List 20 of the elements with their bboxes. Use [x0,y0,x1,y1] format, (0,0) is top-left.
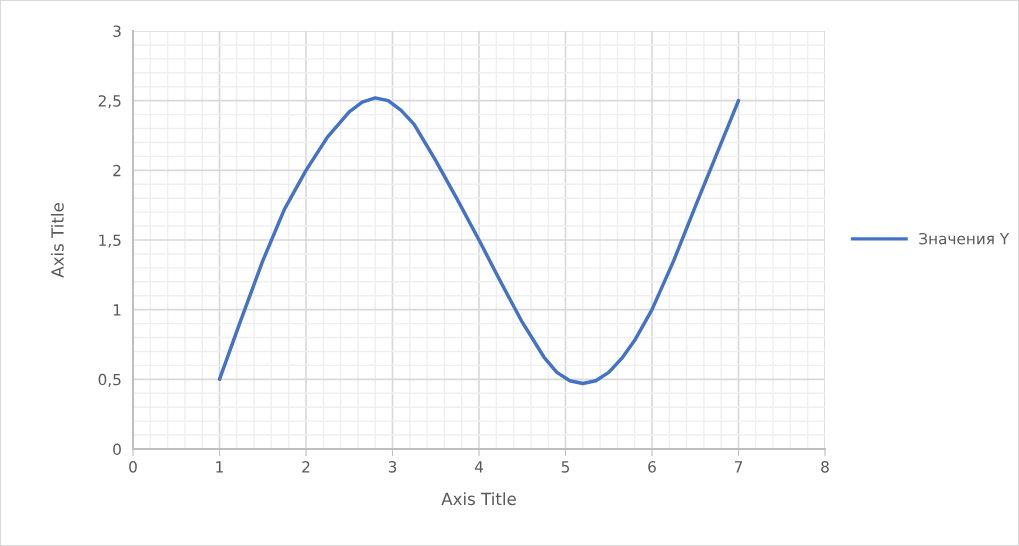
y-tick-label: 2 [113,164,121,177]
x-tick-label: 1 [216,461,223,473]
y-tick-label: 2,5 [98,95,121,109]
x-tick-label: 8 [821,461,829,473]
x-tick-label: 4 [474,461,483,473]
y-tick-label: 1,5 [99,234,121,248]
x-axis-title: Axis Title [441,492,516,506]
x-tick-label: 6 [648,461,656,473]
legend-label: Значения Y [919,232,1010,245]
y-tick-label: 3 [113,25,121,38]
x-tick-label: 3 [388,461,397,473]
x-tick-label: 7 [734,461,743,473]
y-tick-label: 1 [113,304,121,316]
y-tick-label: 0 [113,443,121,456]
x-tick-label: 0 [129,461,137,473]
y-axis-title: Axis Title [50,203,64,278]
x-tick-label: 5 [561,461,570,473]
line-series [217,96,741,386]
x-tick-label: 2 [302,461,310,473]
y-tick-label: 0,5 [98,373,121,387]
